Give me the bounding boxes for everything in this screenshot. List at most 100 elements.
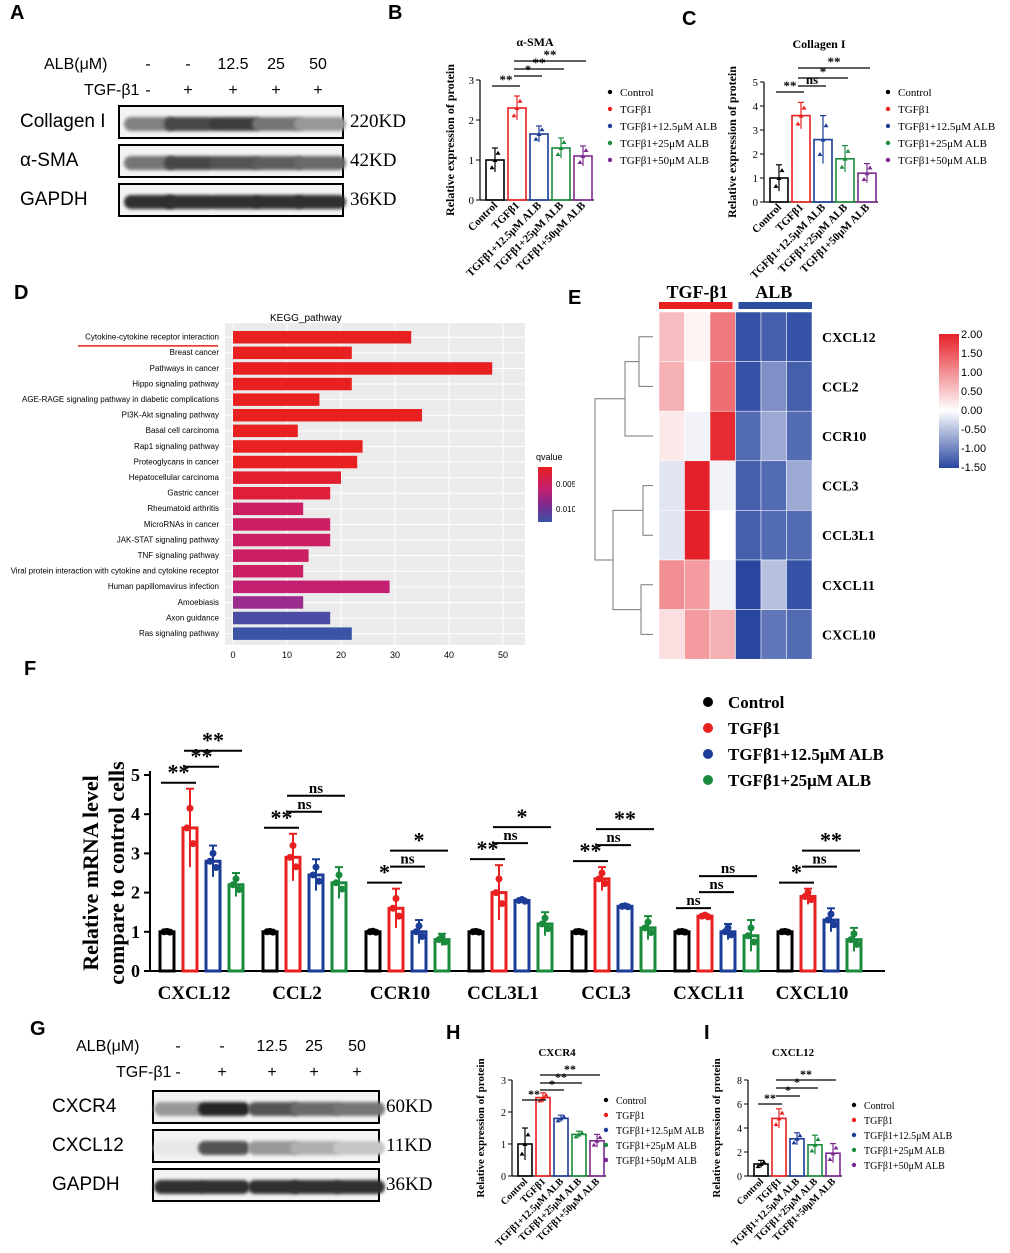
sig-label: ns xyxy=(686,893,700,909)
dendrogram-branch xyxy=(640,584,653,635)
group-label: ALB xyxy=(755,282,792,302)
heatmap-cell xyxy=(735,510,762,561)
data-point xyxy=(641,924,649,932)
blot-row-name: GAPDH xyxy=(52,1174,120,1195)
chart-b: α-SMA 0 1 2 3 Relative expression of protein C… xyxy=(443,35,717,279)
data-point xyxy=(235,885,243,893)
bar xyxy=(364,930,382,973)
data-point xyxy=(309,871,317,879)
chart-title: Collagen I xyxy=(792,37,845,51)
blot-box xyxy=(118,105,346,139)
blot-band xyxy=(209,156,261,170)
legend-marker xyxy=(703,697,713,707)
legend-label: Control xyxy=(728,693,785,712)
blot-band xyxy=(209,117,261,131)
y-axis-label: Relative mRNA level xyxy=(78,775,103,971)
data-point xyxy=(511,113,517,118)
heatmap-cell xyxy=(760,460,787,511)
bar xyxy=(204,859,222,973)
legend-label: TGFβ1 xyxy=(728,719,780,738)
data-point xyxy=(778,928,786,936)
y-tick-label: 2 xyxy=(131,883,140,903)
legend-label: Control xyxy=(616,1096,647,1107)
chart-title: CXCL12 xyxy=(772,1047,815,1059)
data-point xyxy=(618,902,626,910)
sig-label: ** xyxy=(477,836,499,861)
data-point xyxy=(435,936,443,944)
data-point xyxy=(776,176,782,180)
blot-g: ALB(μM) TGF-β1- -12.5 25 50- + + + + CXCR4 60KD CXC… xyxy=(0,1020,450,1250)
data-point xyxy=(798,113,804,118)
data-point xyxy=(286,853,294,861)
sig-label: ** xyxy=(784,78,797,93)
tgf-label: TGF-β1 xyxy=(84,82,140,99)
tgf-sign-label: + xyxy=(228,82,238,99)
legend-marker xyxy=(885,106,891,112)
data-point xyxy=(558,1116,564,1121)
heatmap-cell xyxy=(684,510,711,561)
blot-row-size: 36KD xyxy=(386,1174,433,1195)
y-tick-label: Ras signaling pathway xyxy=(139,629,219,638)
blot-band xyxy=(164,117,216,131)
panel-label-h: H xyxy=(446,1022,461,1044)
chart-title: KEGG_pathway xyxy=(270,313,342,324)
heatmap-cell xyxy=(760,510,787,561)
chart-title: CXCR4 xyxy=(538,1047,576,1059)
sig-label: ** xyxy=(820,828,842,853)
y-tick-label: 3 xyxy=(753,125,759,137)
data-point xyxy=(395,912,403,920)
bar xyxy=(696,914,714,973)
bar xyxy=(616,904,634,973)
blot-row-size: 36KD xyxy=(350,189,397,210)
data-point xyxy=(555,1118,561,1123)
tgf-label: TGF-β1 xyxy=(116,1064,172,1081)
blot-band xyxy=(252,156,304,170)
data-point xyxy=(761,1159,767,1164)
legend-label: TGFβ1+12.5μM ALB xyxy=(728,745,884,764)
legend-marker xyxy=(885,157,891,163)
y-tick-label: 0 xyxy=(737,1172,742,1183)
legend-label: Control xyxy=(620,87,654,99)
bar xyxy=(233,346,352,360)
data-point xyxy=(644,918,652,926)
y-tick-label: 5 xyxy=(753,77,759,89)
data-point xyxy=(827,1156,833,1161)
bar xyxy=(233,440,363,453)
y-axis-label: Relative expression of protein xyxy=(725,66,739,218)
blot-a: ALB(μM) TGF-β1- -12.5 25 50- + + + + Collagen I 22… xyxy=(0,0,420,230)
y-tick-label: Axon guidance xyxy=(166,613,219,622)
bar xyxy=(529,133,549,201)
data-point xyxy=(517,98,523,103)
legend-label: TGFβ1 xyxy=(864,1116,893,1127)
data-point xyxy=(864,171,870,176)
legend-marker xyxy=(703,749,713,759)
data-point xyxy=(412,928,420,936)
data-point xyxy=(366,928,374,936)
heatmap-cell xyxy=(658,361,685,412)
alb-dose-label: - xyxy=(219,1038,225,1055)
heatmap-cell xyxy=(735,609,762,660)
legend-tick: 0.005 xyxy=(556,480,575,489)
data-point xyxy=(206,857,214,865)
sig-label: ** xyxy=(800,1067,812,1081)
bar xyxy=(233,627,352,640)
data-point xyxy=(495,875,503,883)
legend-label: TGFβ1+12.5μM ALB xyxy=(898,121,995,133)
legend-marker xyxy=(607,106,613,112)
sig-label: * xyxy=(794,1075,800,1089)
x-tick-label: 30 xyxy=(390,650,400,660)
bar xyxy=(233,549,309,562)
y-tick-label: 1 xyxy=(131,922,140,942)
y-axis-label: Relative expression of protein xyxy=(711,1058,723,1197)
legend-label: TGFβ1 xyxy=(898,104,930,116)
colorbar-tick: 1.50 xyxy=(961,348,982,360)
y-tick-label: 3 xyxy=(469,75,475,87)
legend-label: TGFβ1+25μM ALB xyxy=(616,1141,697,1152)
heatmap-cell xyxy=(658,410,685,462)
heatmap-cell xyxy=(760,559,787,610)
heatmap-cell xyxy=(786,559,813,610)
legend-marker xyxy=(603,1112,609,1118)
y-tick-label: Viral protein interaction with cytokine … xyxy=(11,567,220,576)
legend-label: TGFβ1+25μM ALB xyxy=(728,771,871,790)
y-tick-label: 0 xyxy=(469,195,475,207)
